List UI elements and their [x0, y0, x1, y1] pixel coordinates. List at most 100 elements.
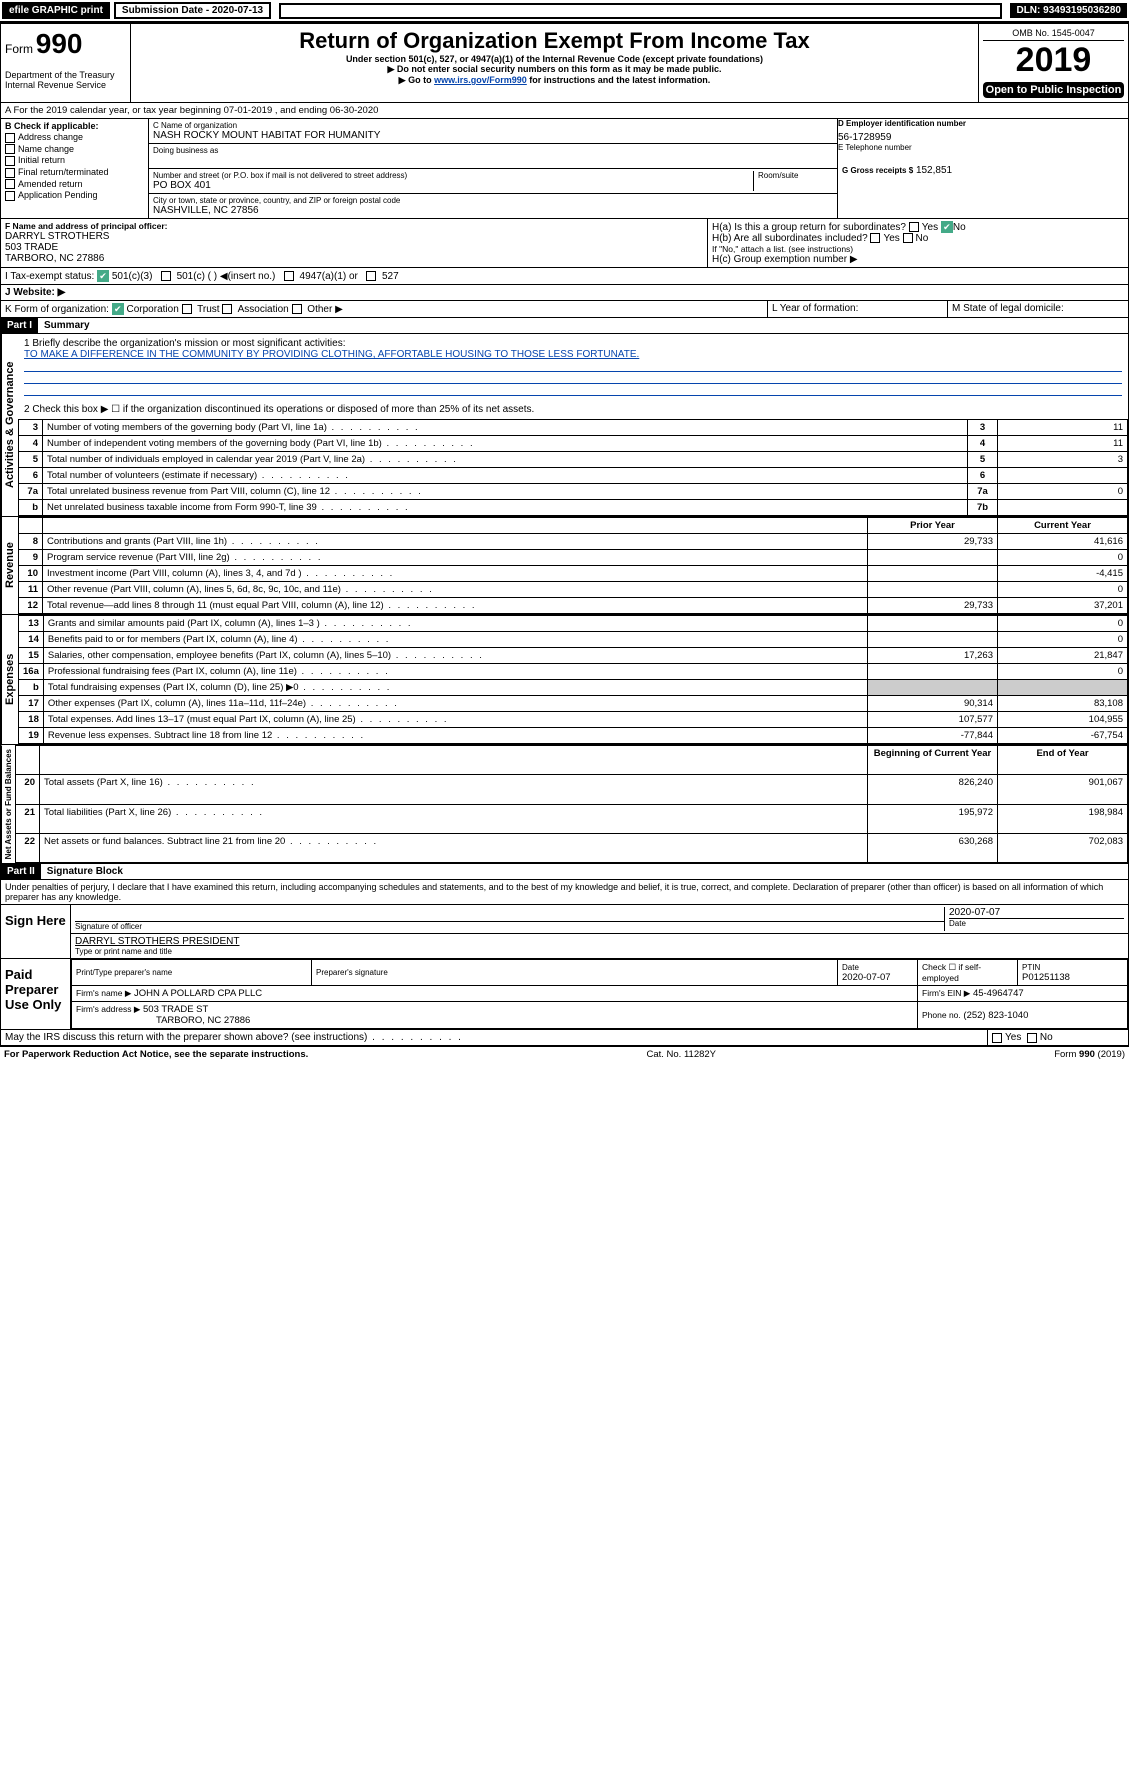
h-a: H(a) Is this a group return for subordin… — [712, 221, 1124, 233]
opt-527: 527 — [382, 271, 399, 282]
opt-corp: Corporation — [127, 304, 179, 315]
org-city: NASHVILLE, NC 27856 — [153, 205, 833, 216]
footer-right: Form 990 (2019) — [1054, 1049, 1125, 1060]
org-name: NASH ROCKY MOUNT HABITAT FOR HUMANITY — [153, 130, 833, 141]
revenue-table: Prior YearCurrent Year 8Contributions an… — [18, 517, 1128, 614]
org-address: PO BOX 401 — [153, 180, 753, 191]
form-number-block: Form 990 Department of the Treasury Inte… — [1, 24, 131, 102]
prep-name-label: Print/Type preparer's name — [76, 968, 307, 977]
opt-4947: 4947(a)(1) or — [300, 271, 358, 282]
dba-label: Doing business as — [153, 146, 833, 155]
opt-assoc: Association — [238, 304, 289, 315]
preparer-table: Print/Type preparer's name Preparer's si… — [71, 959, 1128, 1029]
prep-date-label: Date — [842, 963, 913, 972]
ptin-value: P01251138 — [1022, 972, 1123, 983]
firm-city: TARBORO, NC 27886 — [156, 1015, 250, 1026]
form-number: 990 — [36, 28, 83, 59]
section-b: B Check if applicable: Address change Na… — [1, 119, 149, 218]
section-i: I Tax-exempt status: ✔ 501(c)(3) 501(c) … — [0, 268, 1129, 285]
section-j: J Website: ▶ — [0, 285, 1129, 301]
part2-badge: Part II — [1, 864, 41, 879]
part1-title: Summary — [38, 318, 96, 333]
discuss-no[interactable]: No — [1040, 1032, 1053, 1043]
section-h: H(a) Is this a group return for subordin… — [708, 219, 1128, 267]
m-label: M State of legal domicile: — [948, 301, 1128, 317]
spacer-box — [279, 3, 1002, 19]
paid-preparer-block: Paid Preparer Use Only Print/Type prepar… — [0, 959, 1129, 1030]
check-name-change[interactable]: Name change — [5, 144, 144, 155]
form-title: Return of Organization Exempt From Incom… — [135, 28, 974, 54]
check-initial-return[interactable]: Initial return — [5, 155, 144, 166]
officer-addr1: 503 TRADE — [5, 242, 703, 253]
irs-link[interactable]: www.irs.gov/Form990 — [434, 75, 527, 85]
l-label: L Year of formation: — [768, 301, 948, 317]
tax-year: 2019 — [983, 41, 1124, 80]
check-amended[interactable]: Amended return — [5, 179, 144, 190]
gross-value: 152,851 — [916, 165, 952, 176]
ssn-note: ▶ Do not enter social security numbers o… — [135, 64, 974, 75]
officer-name: DARRYL STROTHERS — [5, 231, 703, 242]
dln-label: DLN: 93493195036280 — [1010, 3, 1127, 18]
title-block: Return of Organization Exempt From Incom… — [131, 24, 978, 102]
part2-title: Signature Block — [41, 864, 129, 879]
h-c: H(c) Group exemption number ▶ — [712, 254, 1124, 265]
part1-header: Part I Summary — [0, 318, 1129, 334]
firm-addr-label: Firm's address ▶ — [76, 1004, 140, 1014]
check-final-return[interactable]: Final return/terminated — [5, 167, 144, 178]
gross-label: G Gross receipts $ — [842, 166, 913, 175]
open-inspection-badge: Open to Public Inspection — [983, 82, 1124, 98]
opt-other: Other ▶ — [307, 304, 342, 315]
type-name-label: Type or print name and title — [75, 947, 1124, 956]
check-address-change[interactable]: Address change — [5, 132, 144, 143]
discuss-yes[interactable]: Yes — [1005, 1032, 1021, 1043]
expenses-table: 13Grants and similar amounts paid (Part … — [18, 615, 1128, 744]
governance-table: 3Number of voting members of the governi… — [18, 419, 1128, 516]
efile-button[interactable]: efile GRAPHIC print — [2, 2, 110, 19]
note-pre: ▶ Go to — [399, 75, 434, 85]
sign-here-label: Sign Here — [1, 905, 71, 958]
officer-group-block: F Name and address of principal officer:… — [0, 219, 1129, 268]
city-label: City or town, state or province, country… — [153, 196, 833, 205]
check-app-pending[interactable]: Application Pending — [5, 190, 144, 201]
section-c: C Name of organization NASH ROCKY MOUNT … — [149, 119, 838, 218]
firm-ein-label: Firm's EIN ▶ — [922, 988, 970, 998]
irs-label: Internal Revenue Service — [5, 80, 126, 90]
discuss-text: May the IRS discuss this return with the… — [5, 1032, 463, 1043]
form-header: Form 990 Department of the Treasury Inte… — [0, 23, 1129, 103]
ptin-label: PTIN — [1022, 963, 1123, 972]
opt-501c3: 501(c)(3) — [112, 271, 153, 282]
i-label: I Tax-exempt status: — [5, 271, 94, 282]
opt-501c: 501(c) ( ) ◀(insert no.) — [177, 271, 276, 282]
checkmark-icon: ✔ — [941, 221, 953, 233]
right-id-block: D Employer identification number 56-1728… — [838, 119, 1128, 218]
part1-badge: Part I — [1, 318, 38, 333]
prep-sig-label: Preparer's signature — [316, 968, 833, 977]
col-current: Current Year — [998, 518, 1128, 534]
footer-left: For Paperwork Reduction Act Notice, see … — [4, 1049, 308, 1060]
f-label: F Name and address of principal officer: — [5, 221, 703, 231]
part1-governance: Activities & Governance 1 Briefly descri… — [0, 334, 1129, 517]
vert-revenue: Revenue — [1, 517, 18, 614]
top-bar: efile GRAPHIC print Submission Date - 20… — [0, 0, 1129, 23]
firm-ein: 45-4964747 — [973, 988, 1024, 999]
firm-name: JOHN A POLLARD CPA PLLC — [134, 988, 262, 999]
page-footer: For Paperwork Reduction Act Notice, see … — [0, 1046, 1129, 1062]
part1-netassets: Net Assets or Fund Balances Beginning of… — [0, 745, 1129, 864]
footer-cat: Cat. No. 11282Y — [646, 1049, 716, 1060]
subtitle: Under section 501(c), 527, or 4947(a)(1)… — [135, 54, 974, 64]
sign-here-block: Sign Here Signature of officer 2020-07-0… — [0, 905, 1129, 959]
sig-date: 2020-07-07 — [949, 907, 1124, 918]
section-klm: K Form of organization: ✔ Corporation Tr… — [0, 301, 1129, 318]
firm-addr: 503 TRADE ST — [143, 1004, 208, 1015]
year-block: OMB No. 1545-0047 2019 Open to Public In… — [978, 24, 1128, 102]
calendar-year-line: A For the 2019 calendar year, or tax yea… — [1, 103, 1128, 118]
dept-label: Department of the Treasury — [5, 70, 126, 80]
firm-phone-label: Phone no. — [922, 1010, 961, 1020]
firm-phone: (252) 823-1040 — [963, 1010, 1028, 1021]
phone-label: E Telephone number — [838, 143, 1128, 152]
sig-date-label: Date — [949, 918, 1124, 928]
self-employed-check[interactable]: Check ☐ if self-employed — [918, 960, 1018, 986]
opt-trust: Trust — [197, 304, 219, 315]
col-prior: Prior Year — [868, 518, 998, 534]
part1-revenue: Revenue Prior YearCurrent Year 8Contribu… — [0, 517, 1129, 615]
